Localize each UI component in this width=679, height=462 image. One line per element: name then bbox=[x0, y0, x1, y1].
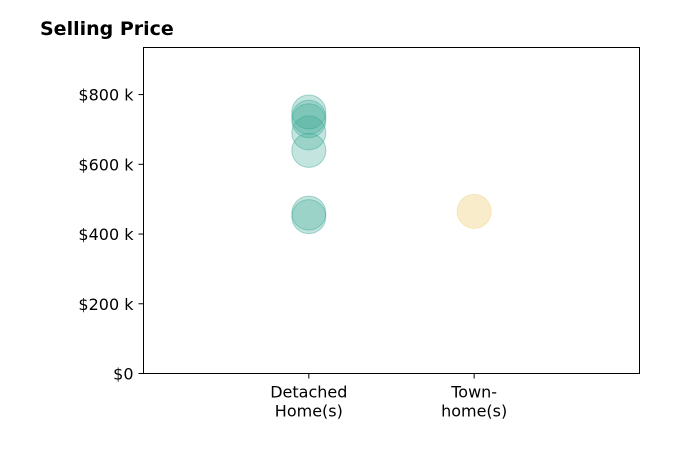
data-point bbox=[291, 99, 327, 135]
data-point bbox=[291, 199, 327, 235]
x-tick-label: Home(s) bbox=[275, 402, 343, 421]
y-tick-label: $600 k bbox=[78, 155, 134, 174]
x-tick-label: home(s) bbox=[441, 402, 507, 421]
y-tick-label: $800 k bbox=[78, 86, 134, 105]
chart-title: Selling Price bbox=[40, 18, 174, 40]
y-tick-label: $0 bbox=[113, 365, 133, 384]
data-point bbox=[291, 94, 327, 130]
y-tick-label: $200 k bbox=[78, 295, 134, 314]
x-tick-label: Town- bbox=[450, 383, 497, 402]
y-axis: $0 $200 k $400 k $600 k $800 k bbox=[78, 86, 144, 384]
data-point bbox=[291, 132, 327, 168]
data-point bbox=[291, 115, 327, 151]
data-points bbox=[291, 94, 492, 235]
data-point bbox=[456, 193, 492, 229]
data-point bbox=[291, 103, 327, 139]
y-tick-label: $400 k bbox=[78, 225, 134, 244]
plot-frame bbox=[143, 47, 640, 374]
x-tick-label: Detached bbox=[270, 383, 347, 402]
data-point bbox=[291, 195, 327, 231]
